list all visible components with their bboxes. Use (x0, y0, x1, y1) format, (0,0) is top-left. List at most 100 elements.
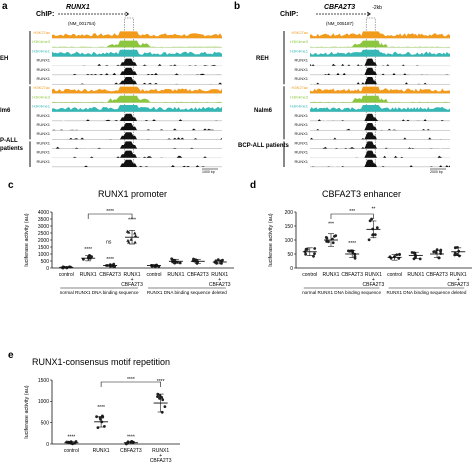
y-tick-label: 50 (287, 252, 293, 258)
track-label: RUNX1 (36, 122, 50, 127)
category-label: RUNX1 + CBFA2T3 (363, 272, 385, 288)
significance-stars: ** (371, 207, 375, 213)
data-point (127, 230, 131, 234)
track-label: H3K4me3 (32, 94, 51, 99)
data-point (368, 219, 372, 223)
data-point (158, 397, 161, 400)
category-label: control (387, 272, 402, 278)
category-label: RUNX1 (93, 448, 110, 454)
data-point (98, 416, 102, 420)
signal-track (52, 86, 222, 94)
signal-track (52, 77, 222, 85)
significance-stars: **** (128, 218, 136, 224)
panel-letter-a: a (2, 1, 8, 12)
category-label-line: + (131, 277, 134, 283)
group-label: normal RUNX1 DNA binding sequence (60, 290, 139, 295)
data-point (216, 258, 220, 262)
signal-track (310, 49, 450, 57)
data-point (327, 240, 330, 244)
y-tick-label: 1000 (38, 399, 49, 405)
data-point (112, 262, 116, 266)
scale-label: 2000 bp (430, 170, 443, 174)
signal-track (310, 105, 450, 112)
y-tick-label: 200 (285, 210, 294, 216)
accession-label: (NM_005187) (326, 21, 354, 26)
bracket-stars: **** (106, 209, 114, 215)
data-point (125, 229, 130, 233)
category-label: RUNX1 (167, 272, 184, 278)
track-label: H3K4me3 (290, 39, 309, 44)
category-label-line: RUNX1 (365, 272, 382, 278)
data-point (325, 236, 329, 240)
genome-panel-b: ChIP: CBFA2T3 (NM_005187) -2kb H3K27ac H3K4me… (238, 4, 450, 174)
track-label: RUNX1 (294, 150, 308, 155)
data-point (437, 256, 441, 260)
data-point (334, 234, 338, 238)
track-label: RUNX1 (36, 58, 50, 63)
signal-track (52, 105, 222, 112)
signal-track (310, 150, 450, 158)
category-label: RUNX1 (80, 272, 97, 278)
track-label: RUNX1 (36, 140, 50, 145)
data-point (191, 259, 195, 263)
y-tick-label: 500 (41, 420, 50, 426)
category-label-line: RUNX1 (152, 448, 169, 454)
chip-label: ChIP: (280, 11, 298, 18)
chip-label: ChIP: (36, 11, 54, 18)
data-point (453, 251, 457, 255)
data-point (95, 415, 98, 419)
data-point (133, 240, 137, 244)
data-point (351, 249, 355, 253)
panel-letter-d: d (250, 180, 256, 191)
data-point (353, 255, 357, 258)
signal-track (52, 113, 222, 121)
category-label-line: CBFA2T3 (363, 282, 385, 288)
gene-arrow-head (366, 11, 371, 17)
category-label: RUNX1 + CBFA2T3 (209, 272, 231, 288)
category-label: CBFA2T3 (187, 272, 209, 278)
group-label-bcp: BCP-ALL patients (238, 143, 290, 149)
y-tick-label: 1500 (38, 245, 49, 251)
signal-track (310, 123, 450, 131)
y-axis-label: luciferase activity (au) (24, 385, 30, 438)
y-tick-label: 100 (285, 238, 294, 244)
category-label-line: CBFA2T3 (150, 458, 172, 464)
significance-stars: **** (84, 247, 92, 253)
group-label-patients: patients (0, 146, 24, 152)
category-label-line: + (372, 277, 375, 283)
track-label: RUNX1 (294, 122, 308, 127)
track-label: RUNX1 (36, 67, 50, 72)
data-point (101, 415, 105, 419)
data-point (156, 395, 159, 398)
signal-track (310, 95, 450, 103)
group-label-reh: EH (0, 56, 8, 62)
category-label: control (64, 448, 79, 454)
group-label-nalm6: lm6 (0, 108, 11, 114)
y-tick-label: 4000 (38, 210, 49, 216)
kb-marker: -2kb (372, 5, 382, 11)
category-label-line: RUNX1 (124, 272, 141, 278)
track-label: RUNX1 (294, 113, 308, 118)
data-point (161, 398, 165, 402)
y-tick-label: 0 (290, 266, 293, 272)
track-label: H3K4me3 (32, 39, 51, 44)
data-point (331, 241, 335, 245)
significance-stars: **** (97, 405, 105, 411)
y-tick-label: 3000 (38, 224, 49, 230)
track-label: RUNX1 (36, 159, 50, 164)
signal-track (310, 58, 450, 66)
chart-title: RUNX1 promoter (98, 189, 167, 199)
y-tick-label: 1500 (38, 378, 49, 384)
track-label: RUNX1 (294, 140, 308, 145)
bracket-stars: *** (349, 209, 355, 215)
data-point (160, 396, 164, 399)
category-label-line: CBFA2T3 (121, 282, 143, 288)
track-label: H3K27ac (292, 30, 308, 35)
y-tick-label: 500 (41, 259, 50, 265)
scale-label: 1000 bp (202, 170, 215, 174)
group-label-nalm6: Nalm6 (254, 108, 273, 114)
group-label-bcp: P-ALL (0, 138, 18, 144)
data-point (96, 426, 100, 429)
signal-track (310, 77, 450, 85)
signal-track (310, 31, 450, 39)
